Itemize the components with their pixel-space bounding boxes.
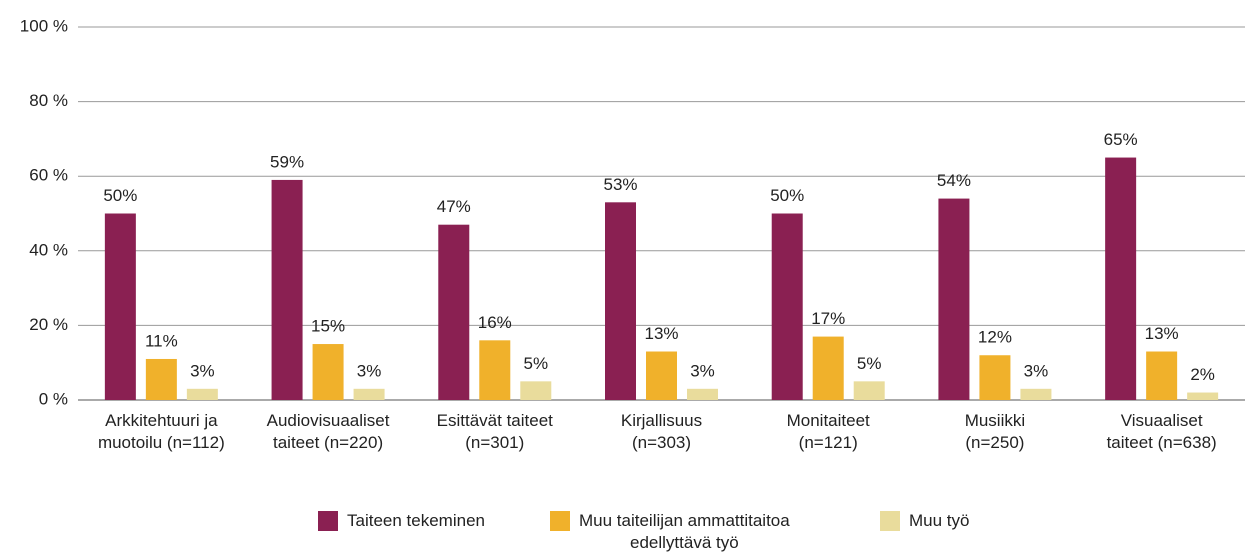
y-tick-label: 20 % (29, 315, 68, 334)
bar (1146, 351, 1178, 400)
data-label: 3% (357, 361, 382, 380)
data-label: 59% (270, 152, 304, 171)
data-label: 54% (937, 171, 971, 190)
legend-label: Muu taiteilijan ammattitaitoa edellyttäv… (579, 511, 790, 552)
y-tick-label: 60 % (29, 166, 68, 185)
x-tick-label: Esittävät taiteet (n=301) (436, 411, 553, 452)
data-label: 17% (811, 309, 845, 328)
data-label: 3% (190, 361, 215, 380)
y-tick-label: 0 % (39, 389, 68, 408)
x-tick-label: Musiikki (n=250) (964, 411, 1026, 452)
data-label: 11% (145, 331, 178, 350)
bar (479, 340, 511, 400)
bar (438, 224, 470, 400)
bar (853, 381, 885, 400)
data-label: 5% (523, 354, 548, 373)
data-label: 2% (1190, 365, 1215, 384)
bar (271, 179, 303, 400)
bar (145, 358, 177, 400)
bar (605, 202, 636, 400)
bar (812, 336, 844, 400)
bar (1187, 392, 1219, 400)
bar (687, 388, 718, 400)
data-label: 15% (311, 317, 345, 336)
legend-swatch (880, 511, 900, 531)
legend-swatch (550, 511, 570, 531)
data-label: 65% (1104, 130, 1138, 149)
x-tick-label: Arkkitehtuuri ja muotoilu (n=112) (97, 411, 225, 452)
bar (646, 351, 677, 400)
data-label: 5% (857, 354, 882, 373)
data-label: 16% (478, 313, 512, 332)
bar (938, 198, 970, 400)
data-label: 47% (437, 197, 471, 216)
bar (104, 213, 136, 400)
data-label: 12% (978, 328, 1012, 347)
bar (353, 388, 385, 400)
data-label: 50% (770, 186, 804, 205)
x-tick-label: Audiovisuaaliset taiteet (n=220) (266, 411, 390, 452)
data-label: 13% (644, 324, 678, 343)
x-tick-label: Kirjallisuus (n=303) (620, 411, 703, 452)
y-tick-label: 40 % (29, 240, 68, 259)
legend-label: Muu työ (909, 511, 970, 530)
data-label: 53% (603, 175, 637, 194)
legend-swatch (318, 511, 338, 531)
bar (1020, 388, 1052, 400)
data-label: 50% (103, 186, 137, 205)
x-tick-label: Visuaaliset taiteet (n=638) (1106, 411, 1217, 452)
x-tick-label: Monitaiteet (n=121) (786, 411, 870, 452)
bar (771, 213, 803, 400)
bar (1105, 157, 1137, 400)
y-tick-label: 100 % (20, 16, 68, 35)
data-label: 3% (1024, 361, 1049, 380)
bar (520, 381, 552, 400)
legend-label: Taiteen tekeminen (347, 511, 485, 530)
data-label: 13% (1145, 324, 1179, 343)
bar (312, 344, 344, 400)
bar (186, 388, 218, 400)
bar (979, 355, 1011, 400)
y-tick-label: 80 % (29, 91, 68, 110)
data-label: 3% (690, 361, 715, 380)
